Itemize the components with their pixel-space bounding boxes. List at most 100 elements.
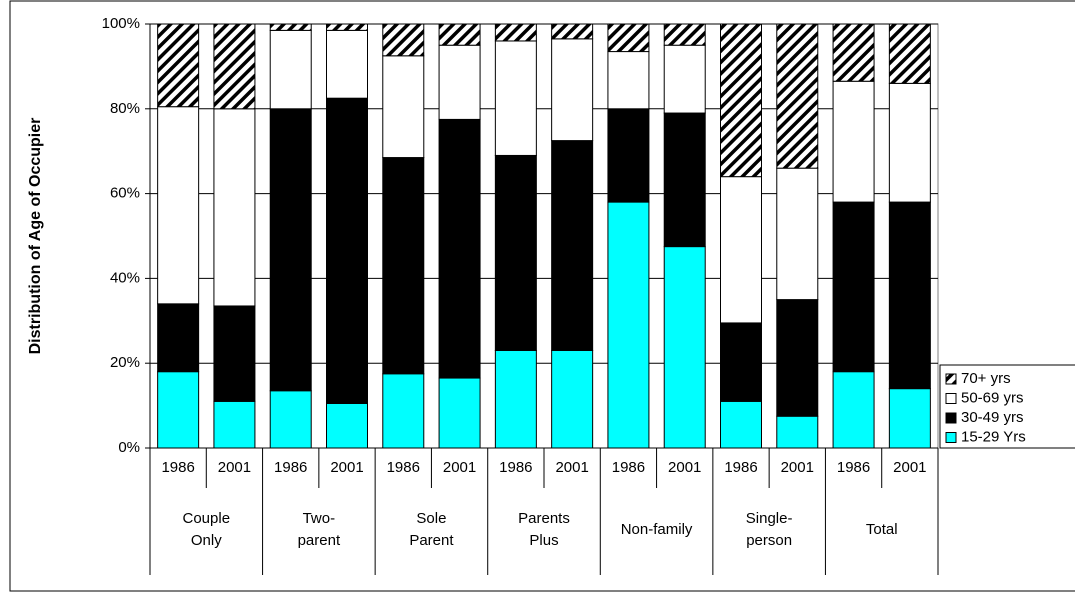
group-label: Non-family [621,521,693,538]
bar-segment [776,415,819,449]
bar-segment [213,23,256,110]
bar-segment [494,349,537,449]
bar-segment [326,97,368,404]
bar-segment [720,400,762,449]
legend-box [939,364,1075,449]
bar-segment [551,38,594,142]
bar-segment [382,373,425,449]
bar-segment [607,108,650,203]
bar-segment [213,108,256,307]
legend-label: 50-69 yrs [961,389,1024,406]
bar-segment [832,371,875,449]
bar-segment [888,82,931,203]
bar-segment [382,157,425,375]
x-tick-label: 2001 [781,459,814,476]
y-tick-label: 100% [102,15,140,32]
legend-swatch [945,373,957,385]
group-label: Sole [416,510,446,527]
bar-segment [494,40,537,156]
bar-segment [607,51,650,110]
bar-segment [157,371,200,449]
legend-swatch [945,432,957,443]
bar-segment [326,29,368,99]
x-tick-label: 1986 [387,459,420,476]
y-tick-label: 20% [110,354,140,371]
x-tick-label: 2001 [555,459,588,476]
group-label: Single- [746,510,793,527]
x-tick-label: 1986 [612,459,645,476]
bar-segment [438,377,481,449]
x-tick-label: 2001 [893,459,926,476]
bar-segment [888,201,931,390]
bar-segment [663,44,706,114]
y-tick-label: 40% [110,269,140,286]
bar-segment [326,402,368,449]
bar-segment [157,23,200,108]
x-tick-label: 2001 [443,459,476,476]
x-tick-label: 2001 [330,459,363,476]
group-label: Couple [183,510,231,527]
group-label: Parent [409,532,454,549]
bar-segment [382,55,425,159]
x-tick-label: 2001 [668,459,701,476]
bar-segment [269,23,312,31]
bar-segment [269,390,312,449]
x-tick-label: 1986 [161,459,194,476]
legend-swatch [945,393,957,404]
group-label: Only [191,532,222,549]
bar-segment [438,44,481,120]
bar-segment [607,23,650,53]
bar-segment [663,23,706,46]
bar-segment [494,154,537,351]
group-label: Total [866,521,898,538]
bar-segment [720,322,762,402]
bar-segment [776,299,819,417]
bar-segment [607,201,650,449]
x-tick-label: 2001 [218,459,251,476]
bar-segment [720,23,762,178]
bar-segment [269,29,312,110]
x-tick-label: 1986 [274,459,307,476]
bar-segment [269,108,312,392]
group-label: Parents [518,510,570,527]
legend-label: 15-29 Yrs [961,428,1026,445]
bar-segment [663,112,706,248]
bar-segment [494,23,537,42]
bar-segment [382,23,425,57]
bar-segment [776,167,819,301]
bar-segment [551,349,594,449]
bar-segment [832,80,875,203]
bar-segment [776,23,819,169]
bar-segment [157,106,200,305]
legend-label: 70+ yrs [961,370,1011,387]
chart-frame [9,0,1075,592]
bar-segment [213,305,256,402]
x-tick-label: 1986 [499,459,532,476]
bar-segment [832,201,875,373]
bar-segment [888,388,931,449]
bar-segment [663,246,706,449]
bar-segment [438,118,481,379]
group-label: Two- [303,510,336,527]
bar-segment [720,176,762,324]
legend-swatch [945,412,957,424]
group-label: Plus [529,532,558,549]
bar-segment [326,23,368,31]
bar-segment [551,140,594,351]
x-tick-label: 1986 [724,459,757,476]
bar-segment [888,23,931,84]
y-axis-title: Distribution of Age of Occupier [27,118,44,355]
bar-segment [551,23,594,40]
plot-area [149,23,939,449]
bar-segment [438,23,481,46]
bar-segment [157,303,200,373]
y-tick-label: 80% [110,100,140,117]
bar-segment [213,400,256,449]
group-label: parent [298,532,341,549]
x-tick-label: 1986 [837,459,870,476]
group-label: person [746,532,792,549]
legend-label: 30-49 yrs [961,409,1024,426]
y-tick-label: 0% [118,439,140,456]
bar-segment [832,23,875,82]
